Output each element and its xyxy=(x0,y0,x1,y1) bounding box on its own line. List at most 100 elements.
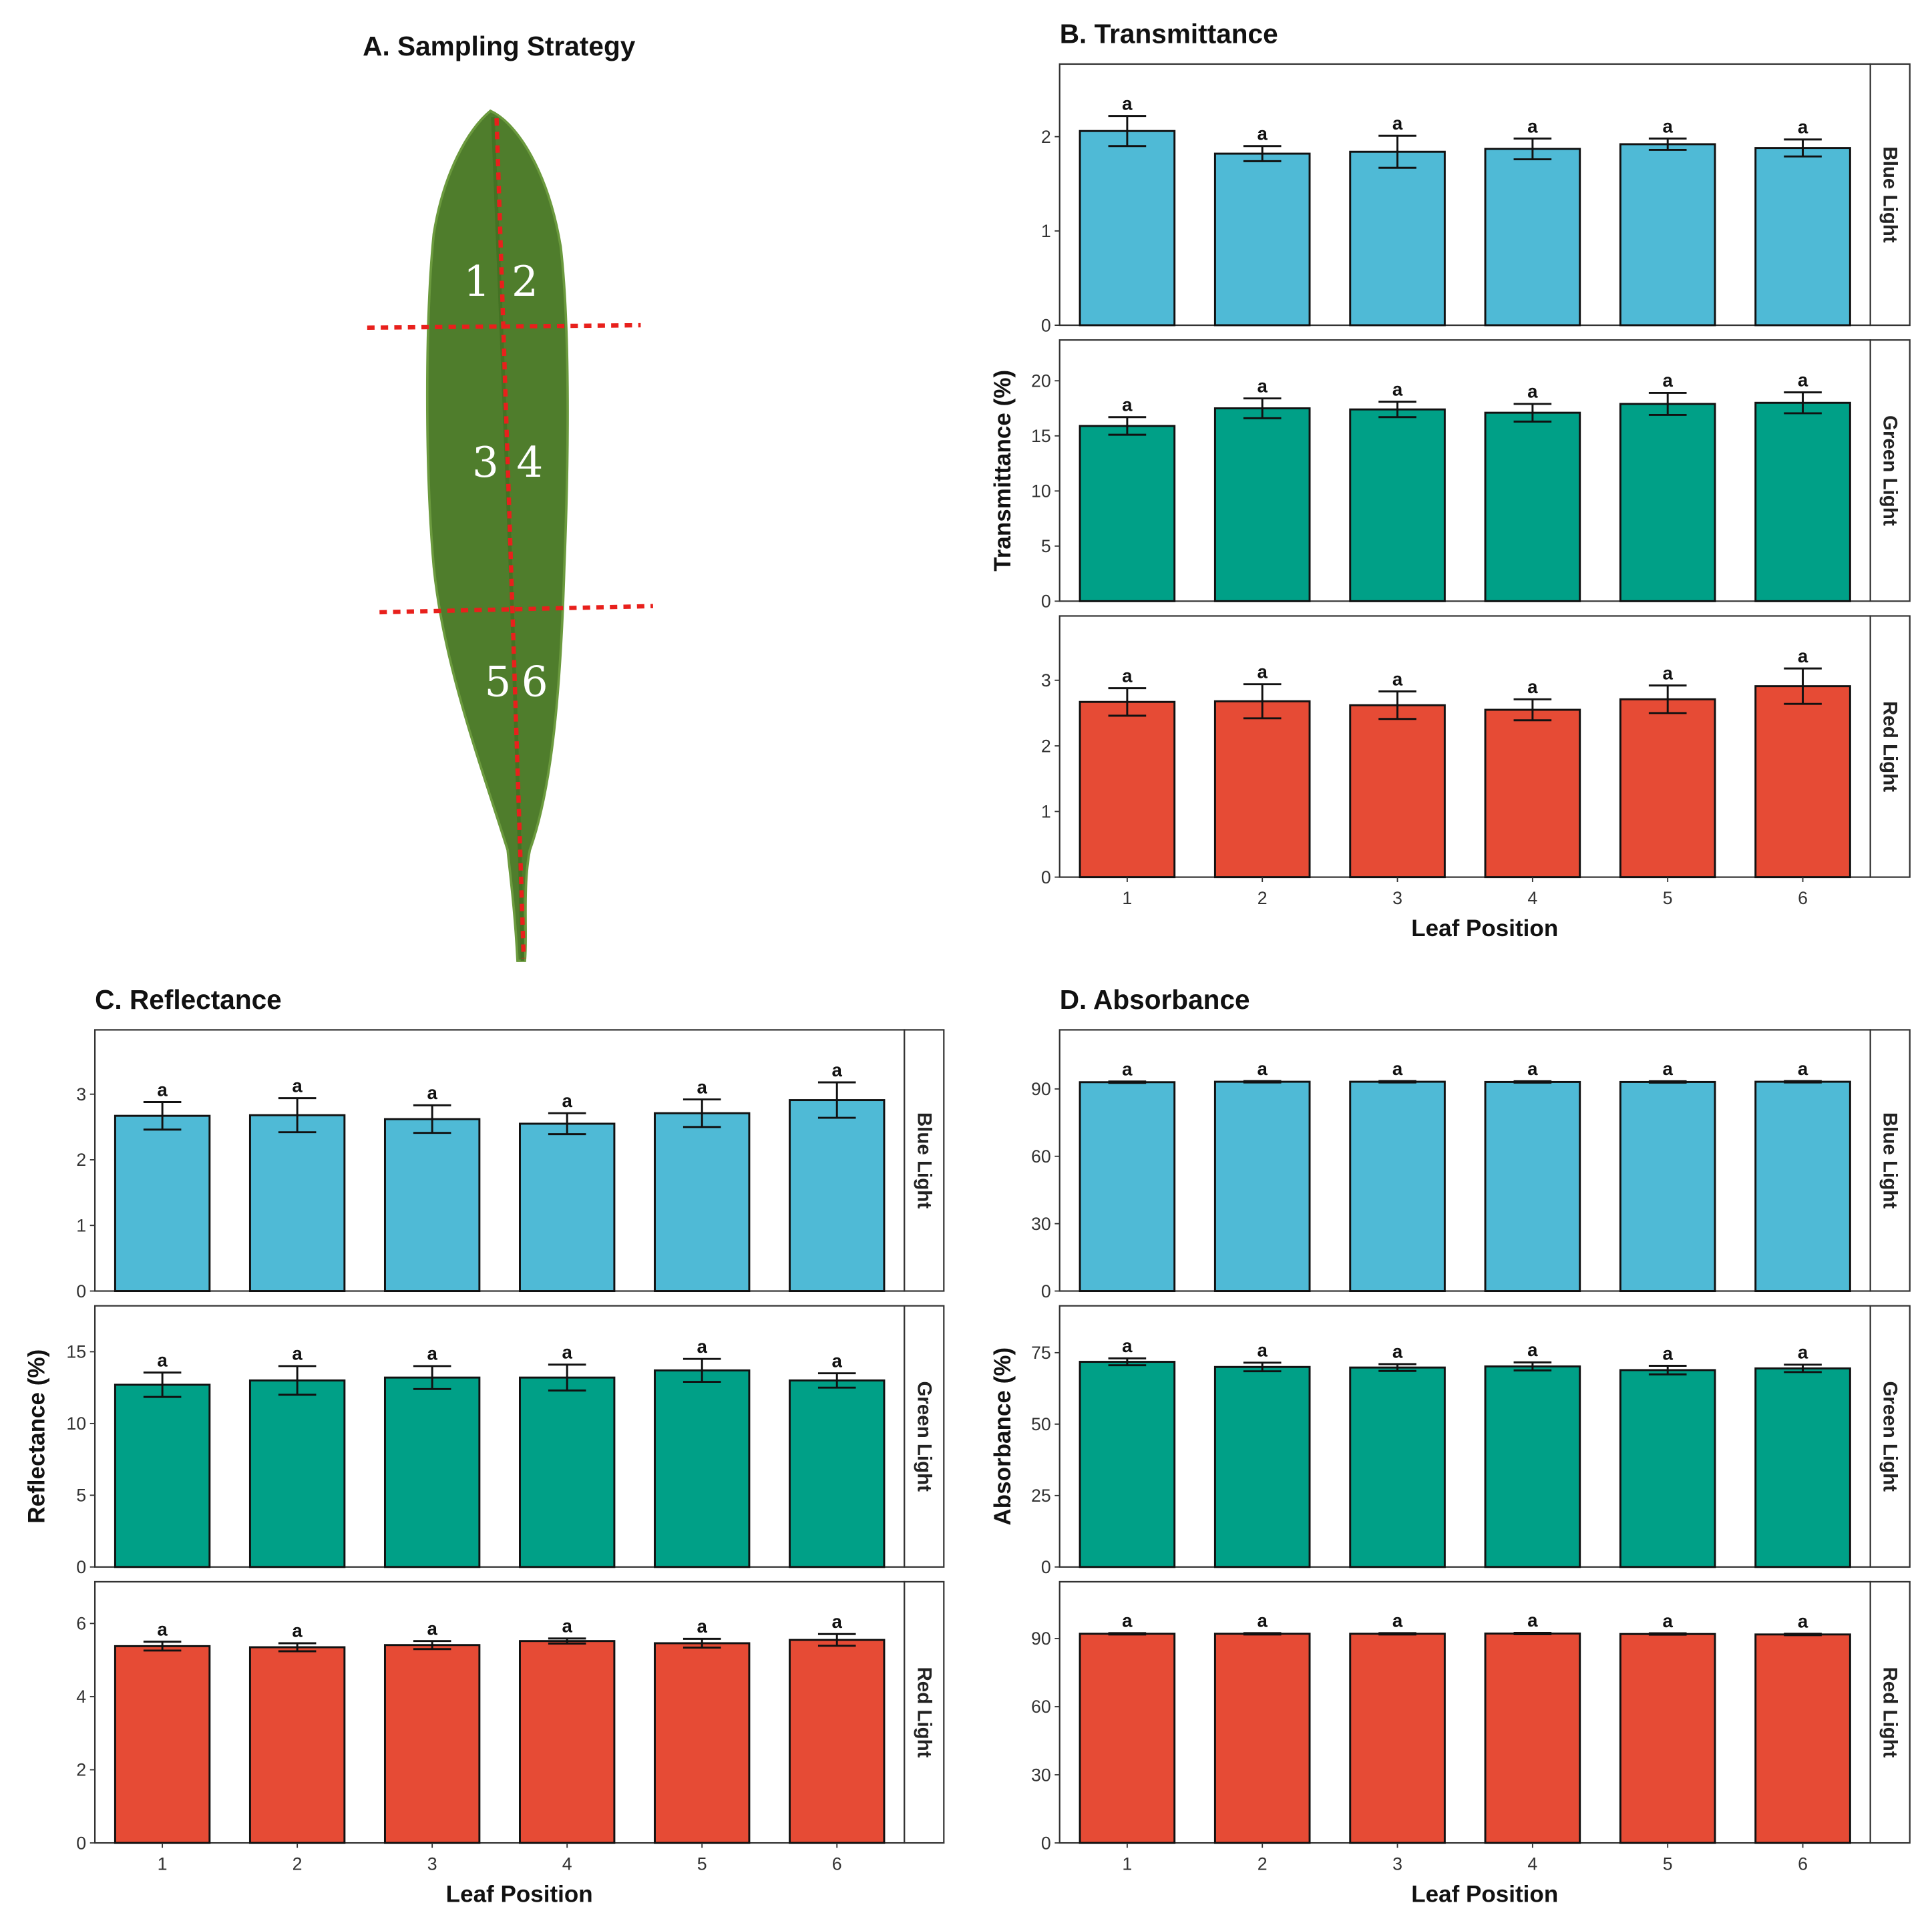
facet-strip xyxy=(1869,615,1911,878)
x-axis-label: Leaf Position xyxy=(1411,1882,1558,1908)
error-bar xyxy=(1108,1632,1147,1636)
error-bar xyxy=(1648,1365,1687,1375)
error-bar xyxy=(413,1365,451,1390)
x-tick-label: 3 xyxy=(1392,888,1402,908)
facet-red-light: Red Light 0 30 60 90 a a a a a a 1 2 3 4 5 6 xyxy=(1031,1580,1911,1874)
error-bar xyxy=(683,1357,721,1383)
bar xyxy=(654,1369,751,1568)
error-bar xyxy=(1108,1357,1147,1367)
bar xyxy=(1484,1080,1581,1293)
significance-letter: a xyxy=(427,1618,437,1639)
plot-area xyxy=(1058,1305,1871,1568)
error-bar xyxy=(1378,1363,1416,1372)
bar xyxy=(1349,150,1446,327)
significance-letter: a xyxy=(1122,1059,1133,1080)
error-bar xyxy=(1513,1631,1552,1635)
significance-letter: a xyxy=(1258,124,1268,144)
bar xyxy=(654,1112,751,1293)
bar xyxy=(1079,700,1176,879)
bar xyxy=(248,1379,346,1568)
facet-strip xyxy=(1869,1029,1911,1292)
bar xyxy=(1213,152,1311,327)
significance-letter: a xyxy=(1527,1339,1538,1360)
bar xyxy=(789,1099,886,1293)
significance-letter: a xyxy=(832,1350,843,1371)
plot-area xyxy=(1058,63,1871,327)
error-bar xyxy=(1784,1363,1822,1373)
plot-area xyxy=(93,1580,906,1844)
bar xyxy=(1619,143,1716,327)
panel-title: D. Absorbance xyxy=(1060,984,1250,1015)
y-tick-label: 60 xyxy=(1031,1146,1051,1166)
significance-letter: a xyxy=(562,1616,572,1637)
bar xyxy=(1754,147,1851,327)
leaf-position-1: 1 xyxy=(463,257,490,306)
error-bar xyxy=(1513,1080,1552,1084)
bar xyxy=(1349,1633,1446,1844)
x-tick-label: 6 xyxy=(832,1854,842,1874)
error-bar xyxy=(1108,115,1147,148)
error-bar xyxy=(1378,690,1416,720)
bar xyxy=(1484,411,1581,602)
facet-strip xyxy=(904,1029,945,1292)
bar xyxy=(1349,1080,1446,1293)
error-bar xyxy=(1108,416,1147,436)
plot-area xyxy=(1058,615,1871,878)
x-tick-label: 4 xyxy=(562,1854,572,1874)
panel-a-title: A. Sampling Strategy xyxy=(363,31,636,61)
facet-strip-label: Blue Light xyxy=(913,1112,935,1209)
bar xyxy=(1754,685,1851,879)
x-tick-label: 3 xyxy=(427,1854,437,1874)
significance-letter: a xyxy=(292,1621,303,1641)
bar xyxy=(1349,1366,1446,1568)
y-tick-label: 0 xyxy=(1041,315,1051,335)
bar xyxy=(1484,708,1581,879)
significance-letter: a xyxy=(1122,1335,1133,1356)
significance-letter: a xyxy=(697,1336,708,1357)
x-axis-label: Leaf Position xyxy=(446,1882,593,1908)
x-tick-label: 1 xyxy=(1122,888,1132,908)
error-bar xyxy=(1243,1632,1282,1636)
plot-area xyxy=(93,1029,906,1292)
significance-letter: a xyxy=(1258,375,1268,396)
error-bar xyxy=(1648,138,1687,151)
error-bar xyxy=(1648,1080,1687,1084)
significance-letter: a xyxy=(1392,1341,1403,1362)
error-bar xyxy=(1243,1080,1282,1084)
error-bar xyxy=(1378,1632,1416,1636)
error-bar xyxy=(1784,667,1822,705)
upper-divider-line xyxy=(367,323,641,330)
bar xyxy=(1349,408,1446,602)
facet-blue-light: Blue Light 0 1 2 3 a a a a a a xyxy=(76,1029,945,1301)
error-bar xyxy=(1378,134,1416,169)
leaf-image xyxy=(425,109,569,962)
error-bar xyxy=(548,1363,586,1392)
significance-letter: a xyxy=(1258,1340,1268,1361)
error-bar xyxy=(1513,138,1552,161)
error-bar xyxy=(817,1081,856,1119)
facet-red-light: Red Light 0 1 2 3 a a a a a a 1 2 3 4 5 6 xyxy=(1041,615,1911,908)
significance-letter: a xyxy=(1122,395,1133,415)
significance-letter: a xyxy=(1258,661,1268,682)
significance-letter: a xyxy=(1527,116,1538,136)
y-tick-label: 25 xyxy=(1031,1486,1051,1506)
x-tick-label: 5 xyxy=(697,1854,707,1874)
leaf-position-6: 6 xyxy=(522,657,548,706)
bar xyxy=(383,1644,481,1844)
leaf-position-2: 2 xyxy=(512,257,538,306)
facet-green-light: Green Light 0 25 50 75 a a a a a a xyxy=(1031,1305,1911,1577)
significance-letter: a xyxy=(1392,1611,1403,1631)
x-tick-label: 4 xyxy=(1527,888,1537,908)
sampling-dashed-lines xyxy=(367,118,653,959)
plot-area xyxy=(1058,339,1871,602)
significance-letter: a xyxy=(427,1082,437,1103)
facet-strip-label: Red Light xyxy=(1879,701,1901,792)
facet-strip xyxy=(1869,1305,1911,1568)
significance-letter: a xyxy=(1798,1058,1808,1079)
bar xyxy=(1484,1633,1581,1844)
y-tick-label: 0 xyxy=(76,1557,86,1577)
error-bar xyxy=(1648,391,1687,416)
error-bar xyxy=(1784,1080,1822,1084)
